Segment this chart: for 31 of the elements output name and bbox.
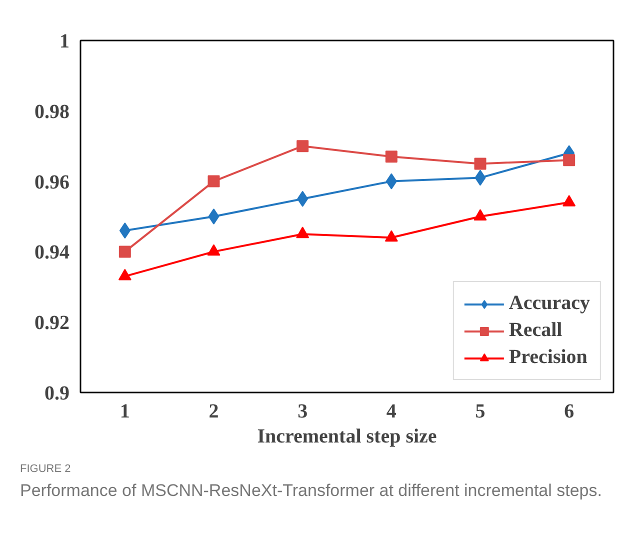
point xyxy=(562,194,576,206)
x-tick-label: 3 xyxy=(298,400,308,422)
x-tick-label: 6 xyxy=(564,400,574,422)
y-tick-label: 1 xyxy=(60,30,70,52)
x-axis-title: Incremental step size xyxy=(257,426,437,448)
x-tick-label: 4 xyxy=(386,400,396,422)
x-tick-label: 1 xyxy=(120,400,130,422)
point xyxy=(208,208,220,224)
point xyxy=(296,226,310,238)
point xyxy=(208,175,220,188)
legend-label: Accuracy xyxy=(508,292,590,315)
y-tick-label: 0.9 xyxy=(44,382,70,404)
x-tick-label: 5 xyxy=(475,400,486,422)
y-tick-label: 0.98 xyxy=(34,100,70,123)
text: Performance of MSCNN-ResNeXt-Transformer at different incremental steps. xyxy=(20,480,602,502)
x-tick-label: 2 xyxy=(208,400,219,422)
point xyxy=(118,268,132,280)
caption: FIGURE 2 xyxy=(20,462,71,477)
point xyxy=(296,140,309,152)
y-tick-label: 0.96 xyxy=(34,171,70,194)
legend-label: Precision xyxy=(508,346,588,369)
point xyxy=(385,150,398,163)
point xyxy=(474,158,486,170)
point xyxy=(118,246,131,258)
point xyxy=(474,209,487,220)
legend-label: Recall xyxy=(508,319,562,342)
y-tick-label: 0.94 xyxy=(34,242,70,264)
y-tick-label: 0.92 xyxy=(34,312,70,334)
point xyxy=(207,244,220,256)
point xyxy=(384,230,398,242)
point xyxy=(563,154,576,166)
